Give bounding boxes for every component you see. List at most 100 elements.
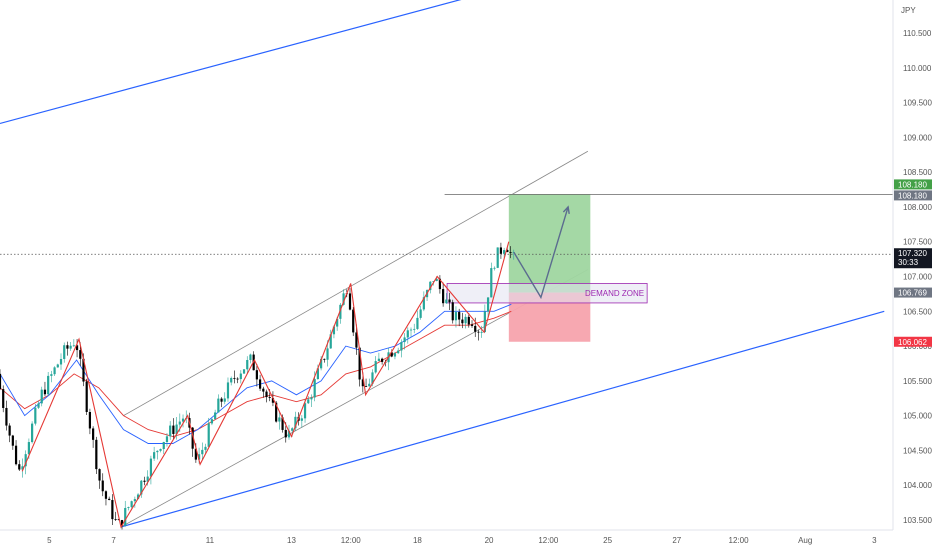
candle <box>265 391 268 398</box>
candle <box>92 428 95 440</box>
candle <box>400 342 403 351</box>
candle <box>348 293 352 310</box>
candle <box>506 250 509 253</box>
entry-badge-label: 106.769 <box>898 289 927 298</box>
candle <box>358 347 361 380</box>
candle <box>271 397 275 403</box>
candle <box>217 398 220 413</box>
candle <box>120 520 124 526</box>
forecast-layer[interactable] <box>513 205 570 300</box>
candle <box>307 399 310 404</box>
candle <box>258 379 262 389</box>
stop-badge <box>894 336 932 347</box>
y-tick-label: 105.000 <box>903 412 932 421</box>
candle <box>210 419 214 424</box>
candle <box>490 268 493 298</box>
candle <box>406 330 409 338</box>
y-tick-label: 107.000 <box>903 273 932 282</box>
candle <box>159 449 162 451</box>
candle <box>332 326 336 335</box>
candle <box>291 428 294 431</box>
candle <box>162 442 165 450</box>
candle <box>149 458 153 477</box>
candle <box>220 398 223 402</box>
candle <box>326 348 329 360</box>
candle <box>364 386 368 388</box>
zigzag-line <box>21 241 510 529</box>
x-tick-label: 11 <box>206 536 215 545</box>
x-tick-label: 12:00 <box>729 536 750 545</box>
candle <box>175 424 178 434</box>
x-tick-label: 12:00 <box>341 536 362 545</box>
y-tick-label: 105.500 <box>903 377 932 386</box>
candle <box>246 359 249 370</box>
y-tick-label: 104.000 <box>903 481 932 490</box>
candle <box>352 309 355 333</box>
y-tick-label: 106.500 <box>903 307 932 316</box>
candle <box>101 480 104 492</box>
candle <box>278 417 281 422</box>
x-tick-label: 5 <box>47 536 52 545</box>
candle <box>191 427 194 449</box>
candle <box>8 425 11 436</box>
candle <box>503 250 506 254</box>
y-tick-label: 104.500 <box>903 446 932 455</box>
candle <box>114 519 117 520</box>
candle <box>5 407 8 426</box>
candle <box>336 318 339 327</box>
candle <box>223 398 226 402</box>
candle <box>294 416 297 429</box>
entry-badge <box>894 287 932 298</box>
candle <box>0 373 2 390</box>
candle <box>165 436 169 443</box>
candle <box>75 345 79 351</box>
candle <box>172 425 175 434</box>
candle <box>486 297 490 312</box>
candle <box>483 311 486 332</box>
candle <box>413 328 416 330</box>
candle <box>136 494 140 500</box>
candle <box>496 247 499 268</box>
candle <box>377 358 380 362</box>
candle <box>169 425 172 437</box>
price-scale[interactable]: 103.500104.000104.500105.000105.500106.0… <box>903 29 932 525</box>
time-scale[interactable]: 5 7 11 13 12:00 18 20 12:00 25 27 12:00 Aug 3 <box>47 536 877 545</box>
candle <box>66 345 69 349</box>
x-tick-label: 12:00 <box>538 536 559 545</box>
candle <box>255 370 258 380</box>
forecast-path <box>513 206 569 300</box>
candle <box>454 312 458 321</box>
candle <box>127 507 130 508</box>
y-tick-label: 108.000 <box>903 203 932 212</box>
candle <box>339 304 342 319</box>
candle <box>53 367 56 375</box>
candle <box>108 498 111 501</box>
candle <box>214 412 217 420</box>
candle <box>313 379 316 398</box>
y-tick-label: 109.500 <box>903 99 932 108</box>
stop-badge-label: 106.062 <box>898 338 927 347</box>
demand-zone-label: DEMAND ZONE <box>585 289 644 298</box>
position-layer[interactable]: DEMAND ZONE <box>446 194 648 342</box>
x-tick-label: 18 <box>413 536 422 545</box>
candle <box>451 302 454 321</box>
trendline <box>0 0 462 125</box>
candle <box>72 345 75 347</box>
candle <box>95 439 98 470</box>
candle <box>233 377 236 379</box>
candle <box>323 358 326 360</box>
candle <box>470 324 474 326</box>
candle <box>281 417 284 430</box>
candle <box>140 480 143 495</box>
forecast-arrowhead <box>562 205 570 214</box>
candle <box>43 389 47 395</box>
candle <box>448 299 451 303</box>
candle <box>226 382 230 399</box>
candle <box>143 480 146 482</box>
candle <box>63 345 66 360</box>
y-tick-label: 110.000 <box>903 64 932 73</box>
target-badge <box>894 179 932 190</box>
candle <box>104 491 108 499</box>
candle <box>156 450 159 453</box>
